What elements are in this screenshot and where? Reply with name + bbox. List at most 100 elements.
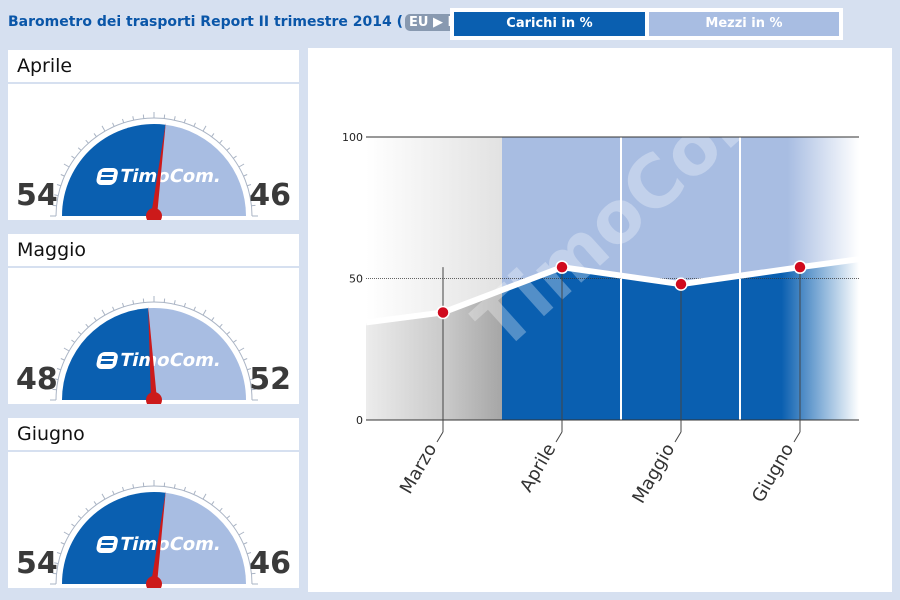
gauge-tick <box>183 486 186 491</box>
gauge-needle-hub <box>146 576 162 588</box>
leader-line <box>793 431 801 443</box>
x-tick-label-giugno: Giugno <box>748 440 798 506</box>
gauge-tick <box>101 309 106 316</box>
month-label-maggio: Maggio <box>8 234 299 266</box>
logo-text: TimoCom. <box>118 350 223 371</box>
gauge-tick <box>112 490 115 495</box>
gauge-tick <box>226 515 231 519</box>
timocom-logo-icon: TimoCom. <box>96 166 223 187</box>
gauge-tick <box>243 358 248 361</box>
gauge-trucks-value: 46 <box>249 178 291 213</box>
x-tick-label-maggio: Maggio <box>628 440 679 507</box>
gauge-tick <box>232 523 237 527</box>
chart-panel: TimoCom. 0 50 100 Marzo Aprile Maggio Giugno <box>308 34 892 592</box>
gauge-tick <box>219 139 223 144</box>
gauge-tick <box>202 125 207 132</box>
timocom-logo-icon: TimoCom. <box>96 350 223 371</box>
gauge-trucks-value: 52 <box>249 362 291 397</box>
gauge-tick <box>77 147 82 151</box>
gauge-tick <box>226 147 231 151</box>
gauge-tick <box>63 347 70 352</box>
y-tick-label: 0 <box>356 414 363 427</box>
gauge-tick <box>54 194 59 197</box>
gauge-tick <box>101 125 106 132</box>
data-point-aprile <box>555 260 569 274</box>
gauge-tick <box>56 552 61 555</box>
gauge-tick <box>101 493 106 500</box>
report-title: Barometro dei trasporti Report II trimes… <box>8 14 392 30</box>
gauge-tick <box>247 184 252 187</box>
gauge-tick <box>232 339 237 343</box>
gauge-tick <box>238 163 245 168</box>
gauge-tick <box>247 552 252 555</box>
gauge-maggio: TimoCom. 48 52 <box>8 268 299 404</box>
gauge-loads-value: 54 <box>16 178 58 213</box>
gauge-tick <box>56 368 61 371</box>
gauge-tick <box>132 300 135 305</box>
gauge-dial: TimoCom. <box>50 112 258 220</box>
gauge-tick <box>93 133 97 138</box>
timocom-logo-icon: TimoCom. <box>96 534 223 555</box>
logo-mark-stripe <box>101 356 115 359</box>
y-tick-label: 100 <box>342 131 363 144</box>
gauge-tick <box>193 122 196 127</box>
gauge-tick <box>132 484 135 489</box>
gauge-dial: TimoCom. <box>50 296 258 404</box>
logo-mark-stripe <box>100 361 114 364</box>
page-title: Barometro dei trasporti Report II trimes… <box>8 14 479 31</box>
gauge-tick <box>77 515 82 519</box>
gauge-trucks-arc <box>148 308 246 400</box>
gauge-giugno: TimoCom. 54 46 <box>8 452 299 588</box>
series-line <box>365 256 860 326</box>
gauge-tick <box>112 306 115 311</box>
gauge-tick <box>77 331 82 335</box>
leader-line <box>436 431 444 443</box>
gauge-tick <box>85 507 89 512</box>
tab-carichi[interactable]: Carichi in % <box>454 12 645 36</box>
gauge-needle-hub <box>146 208 162 220</box>
gauge-tick <box>249 194 254 197</box>
gauge-tick <box>249 562 254 565</box>
gauge-tick <box>112 122 115 127</box>
month-label-giugno: Giugno <box>8 418 299 450</box>
gauge-tick <box>54 378 59 381</box>
y-tick-label: 50 <box>349 273 363 286</box>
route-from: EU <box>409 15 429 30</box>
route-arrow-icon: ▶ <box>432 15 443 30</box>
gauge-tick <box>183 118 186 123</box>
leader-line <box>555 431 563 443</box>
gauge-trucks-arc <box>154 492 246 584</box>
band-marzo-below <box>366 290 502 420</box>
gauge-tick <box>56 184 61 187</box>
tab-bar: Carichi in % Mezzi in % <box>450 8 843 40</box>
gauge-tick <box>211 317 215 322</box>
gauge-trucks-value: 46 <box>249 546 291 581</box>
gauge-tick <box>85 139 89 144</box>
gauge-tick <box>132 116 135 121</box>
gauge-tick <box>193 490 196 495</box>
gauge-needle-hub <box>146 392 162 404</box>
gauge-tick <box>238 347 245 352</box>
gauge-tick <box>173 116 176 121</box>
gauge-tick <box>60 358 65 361</box>
gauge-tick <box>219 323 223 328</box>
gauge-tick <box>243 174 248 177</box>
gauge-tick <box>238 531 245 536</box>
gauge-tick <box>173 484 176 489</box>
data-point-maggio <box>674 277 688 291</box>
gauge-loads-value: 54 <box>16 546 58 581</box>
gauge-tick <box>63 531 70 536</box>
gauge-loads-value: 48 <box>16 362 58 397</box>
gauge-aprile: TimoCom. 54 46 <box>8 84 299 220</box>
tab-mezzi[interactable]: Mezzi in % <box>649 12 839 36</box>
gauge-tick <box>243 542 248 545</box>
logo-text: TimoCom. <box>118 166 223 187</box>
gauge-tick <box>93 501 97 506</box>
gauge-tick <box>211 501 215 506</box>
gauge-tick <box>60 542 65 545</box>
gauge-tick <box>93 317 97 322</box>
data-point-marzo <box>436 305 450 320</box>
gauge-needle <box>148 306 157 401</box>
gauge-tick <box>211 133 215 138</box>
